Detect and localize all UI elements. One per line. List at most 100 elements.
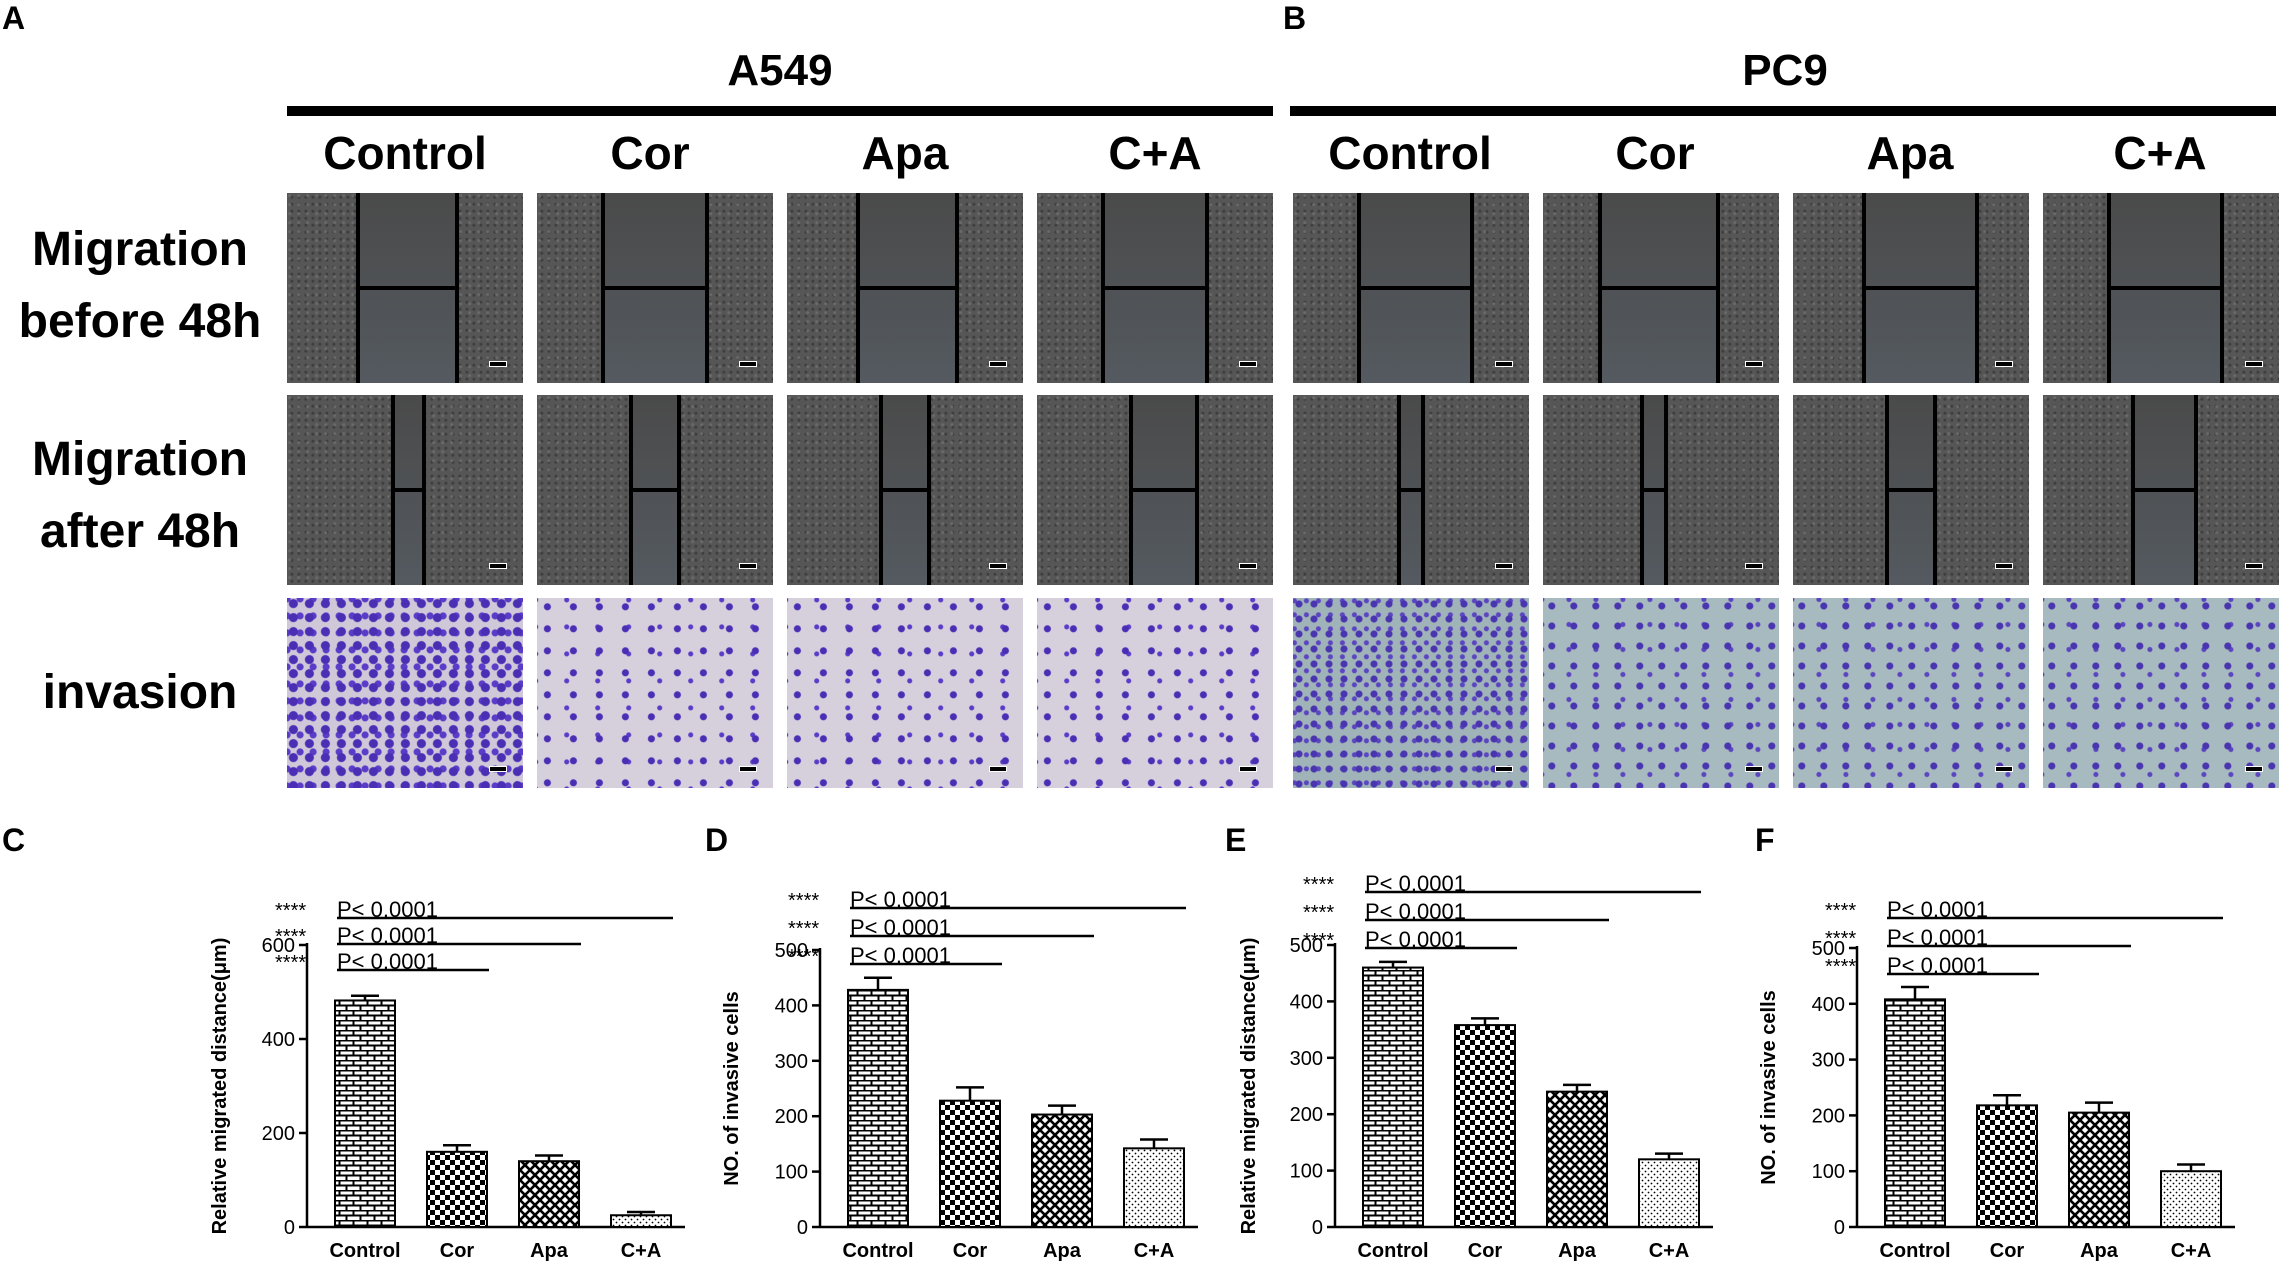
x-tick-label: Apa <box>1043 1240 1082 1262</box>
micrograph-migration-after-3 <box>787 395 1023 585</box>
scratch-midline <box>1863 286 1978 290</box>
bar-control <box>1362 966 1424 1228</box>
bar-cor <box>1454 1024 1516 1229</box>
y-tick-label: 300 <box>775 1051 808 1073</box>
scale-bar <box>1239 766 1257 772</box>
scratch-midline <box>2109 286 2223 290</box>
significance-stars: **** <box>788 890 819 912</box>
micrograph-migration-before-3 <box>787 193 1023 383</box>
scratch-edge-line <box>926 395 931 585</box>
scratch-midline <box>881 488 929 492</box>
scale-bar <box>1495 766 1513 772</box>
significance-stars: **** <box>788 918 819 940</box>
scratch-midline <box>1642 488 1666 492</box>
panel-letter-c: C <box>2 822 26 858</box>
micrograph-migration-after-5 <box>1293 395 1529 585</box>
x-tick-label: Cor <box>440 1240 475 1262</box>
significance-p-value: P< 0.0001 <box>1365 871 1466 896</box>
row-label-migration-before-line2: before 48h <box>18 295 262 348</box>
significance-p-value: P< 0.0001 <box>1365 899 1466 924</box>
scale-bar <box>489 766 507 772</box>
column-header-apa-pc9: Apa <box>1866 127 1954 179</box>
scale-bar <box>739 563 757 569</box>
scale-bar <box>489 361 507 367</box>
scale-bar <box>739 766 757 772</box>
significance-p-value: P< 0.0001 <box>337 923 438 948</box>
row-label-migration-before: Migration before 48h <box>0 214 280 358</box>
row-label-migration-before-line1: Migration <box>32 223 248 276</box>
bar-ca <box>2160 1170 2222 1228</box>
scale-bar <box>1995 361 2013 367</box>
y-tick-label: 400 <box>1812 994 1845 1016</box>
x-tick-label: Apa <box>2080 1240 2119 1262</box>
x-tick-label: Cor <box>1990 1240 2025 1262</box>
scratch-edge-line <box>704 193 709 383</box>
bar-cor <box>426 1150 488 1229</box>
scratch-midline <box>2132 488 2197 492</box>
scale-bar <box>1239 563 1257 569</box>
x-tick-label: Cor <box>953 1240 988 1262</box>
scratch-edge-line <box>1663 395 1668 585</box>
bar-control <box>334 999 396 1229</box>
scale-bar <box>1995 766 2013 772</box>
micrograph-invasion-4 <box>1037 598 1273 788</box>
bar-cor <box>1976 1104 2038 1228</box>
y-tick-label: 200 <box>775 1106 808 1128</box>
x-tick-label: C+A <box>1134 1240 1175 1262</box>
scratch-edge-line <box>421 395 426 585</box>
scale-bar <box>739 361 757 367</box>
scale-bar <box>1495 361 1513 367</box>
scratch-midline <box>603 286 707 290</box>
bar-cor <box>939 1099 1001 1228</box>
scratch-edge-line <box>1204 193 1209 383</box>
scale-bar <box>1745 361 1763 367</box>
column-header-ca-pc9: C+A <box>2113 127 2207 179</box>
scratch-midline <box>357 286 457 290</box>
row-label-invasion: invasion <box>42 666 238 719</box>
y-tick-label: 100 <box>1290 1161 1323 1183</box>
x-tick-label: Control <box>842 1240 913 1262</box>
micrograph-invasion-2 <box>537 598 773 788</box>
y-tick-label: 100 <box>775 1162 808 1184</box>
y-tick-label: 400 <box>1290 991 1323 1013</box>
y-tick-label: 200 <box>1812 1105 1845 1127</box>
scale-bar <box>1745 563 1763 569</box>
column-header-control-a549: Control <box>323 127 487 179</box>
significance-p-value: P< 0.0001 <box>337 897 438 922</box>
column-header-apa-a549: Apa <box>861 127 949 179</box>
significance-stars: **** <box>1825 900 1856 922</box>
scratch-midline <box>1359 286 1473 290</box>
y-axis-label: Relative migrated distance(μm) <box>209 938 231 1235</box>
significance-stars: **** <box>788 946 819 968</box>
y-tick-label: 0 <box>284 1217 295 1239</box>
y-tick-label: 400 <box>775 995 808 1017</box>
significance-stars: **** <box>1825 928 1856 950</box>
header-rule-a549 <box>287 106 1273 116</box>
significance-p-value: P< 0.0001 <box>850 887 951 912</box>
y-axis-label: NO. of invasive cells <box>1758 990 1780 1185</box>
bar-chart-e: 0 100 200 300 400 500 Relative migrated distan… <box>1238 871 1713 1262</box>
scale-bar <box>1495 563 1513 569</box>
y-tick-label: 300 <box>1290 1048 1323 1070</box>
y-tick-label: 500 <box>1290 935 1323 957</box>
x-tick-label: Control <box>1357 1240 1428 1262</box>
micrograph-migration-before-4 <box>1037 193 1273 383</box>
scratch-midline <box>631 488 679 492</box>
column-header-ca-a549: C+A <box>1108 127 1202 179</box>
x-tick-label: Control <box>329 1240 400 1262</box>
scratch-midline <box>1399 488 1423 492</box>
micrograph-invasion-1 <box>287 598 523 788</box>
x-tick-label: C+A <box>621 1240 662 1262</box>
scratch-edge-line <box>1932 395 1937 585</box>
y-tick-label: 600 <box>262 935 295 957</box>
micrograph-invasion-7 <box>1793 598 2029 788</box>
cell-line-title-a549: A549 <box>727 46 833 95</box>
scratch-edge-line <box>676 395 681 585</box>
scale-bar <box>989 563 1007 569</box>
y-tick-label: 0 <box>1312 1217 1323 1239</box>
bar-chart-f: 0 100 200 300 400 500 NO. of invasive cells Con… <box>1758 897 2235 1262</box>
y-tick-label: 500 <box>1812 938 1845 960</box>
y-tick-label: 0 <box>1834 1217 1845 1239</box>
scratch-edge-line <box>1195 395 1200 585</box>
micrograph-migration-before-1 <box>287 193 523 383</box>
